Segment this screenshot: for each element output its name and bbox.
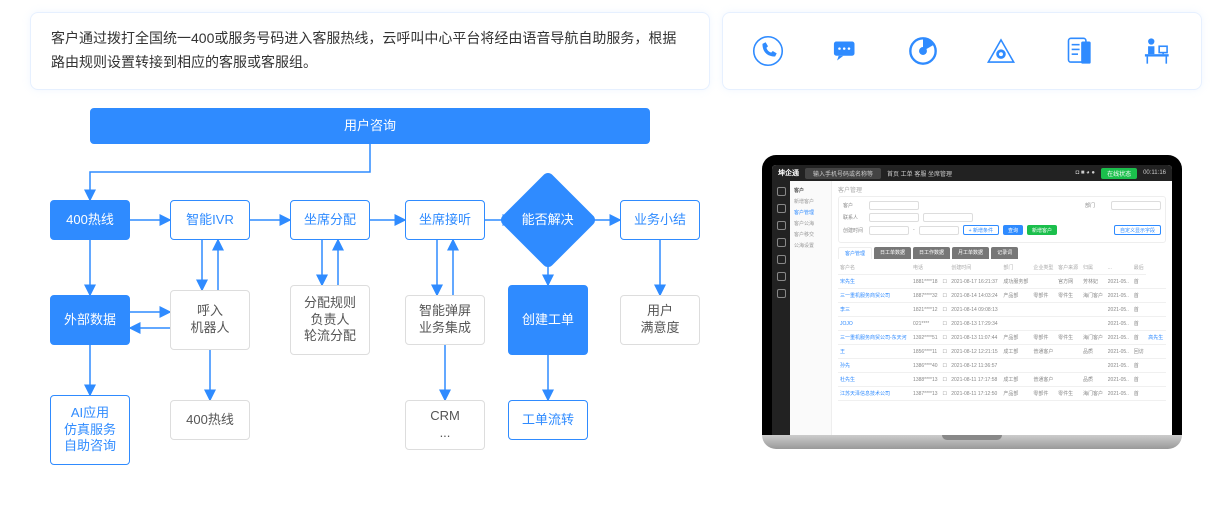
flowchart: 用户咨询400热线智能IVR坐席分配坐席接听能否解决业务小结外部数据呼入机器人分… bbox=[30, 100, 730, 510]
node-ivr: 智能IVR bbox=[170, 200, 250, 240]
node-popup: 智能弹屏业务集成 bbox=[405, 295, 485, 345]
node-answer: 坐席接听 bbox=[405, 200, 485, 240]
phone-icon bbox=[749, 32, 787, 70]
node-ticket: 创建工单 bbox=[508, 285, 588, 355]
description-card: 客户通过拨打全国统一400或服务号码进入客服热线，云呼叫中心平台将经由语音导航自… bbox=[30, 12, 710, 90]
node-hot400b: 400热线 bbox=[170, 400, 250, 440]
node-inquiry: 用户咨询 bbox=[90, 108, 650, 144]
node-hot400: 400热线 bbox=[50, 200, 130, 240]
node-rules: 分配规则负责人轮流分配 bbox=[290, 285, 370, 355]
laptop-mock: 坤企通 输入手机号码或名称等 首页 工单 客服 坐席管理 ◘ ■ ◕ ● 在线状… bbox=[762, 155, 1182, 449]
chat-icon bbox=[826, 32, 864, 70]
desk-icon bbox=[1137, 32, 1175, 70]
app-rail bbox=[772, 181, 790, 435]
node-solve: 能否解决 bbox=[499, 171, 598, 270]
icon-strip bbox=[722, 12, 1202, 90]
chart-icon bbox=[904, 32, 942, 70]
app-topbar: 坤企通 输入手机号码或名称等 首页 工单 客服 坐席管理 ◘ ■ ◕ ● 在线状… bbox=[772, 165, 1172, 181]
data-table: 客户名电话创建时间部门企业类型客户来源归属...最后宋先生1881****18☐… bbox=[838, 261, 1166, 401]
app-sidebar: 客户新增客户客户管理客户公海客户移交公海设置 bbox=[790, 181, 832, 435]
node-assign: 坐席分配 bbox=[290, 200, 370, 240]
node-summary: 业务小结 bbox=[620, 200, 700, 240]
eye-icon bbox=[982, 32, 1020, 70]
node-ext: 外部数据 bbox=[50, 295, 130, 345]
document-icon bbox=[1059, 32, 1097, 70]
node-ai: AI应用仿真服务自助咨询 bbox=[50, 395, 130, 465]
node-robot: 呼入机器人 bbox=[170, 290, 250, 350]
node-flowt: 工单流转 bbox=[508, 400, 588, 440]
app-main: 客户管理 客户部门 联系人 创建时间- + 新增条件 查询 新增客户 自定义显示… bbox=[832, 181, 1172, 435]
node-satisfy: 用户满意度 bbox=[620, 295, 700, 345]
node-crm: CRM... bbox=[405, 400, 485, 450]
